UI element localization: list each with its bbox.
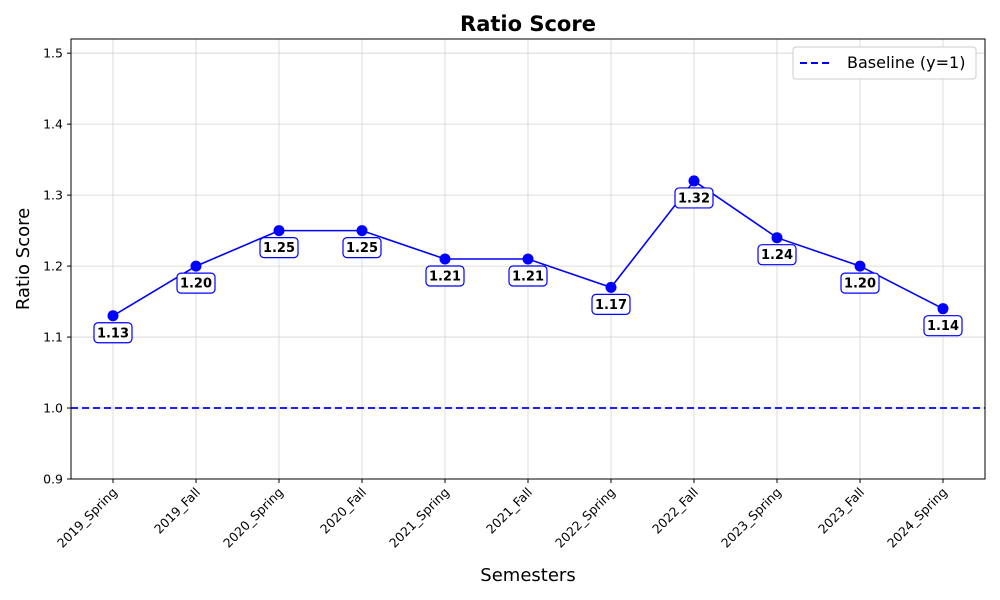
data-label: 1.21 <box>512 270 544 285</box>
data-label-box <box>425 265 465 287</box>
y-axis: 0.9 1.0 1.1 1.2 1.3 1.4 1.5 <box>43 46 71 487</box>
legend-box <box>792 46 977 80</box>
y-tick-label: 1.1 <box>43 330 63 345</box>
y-tick-label: 1.0 <box>43 401 63 416</box>
data-point <box>688 175 700 187</box>
legend-baseline-label: Baseline (y=1) <box>847 53 965 72</box>
data-point <box>190 260 202 272</box>
data-label: 1.24 <box>761 248 793 263</box>
x-tick-label: 2023_Spring <box>718 485 784 551</box>
data-label-box <box>342 237 382 259</box>
x-tick-label: 2021_Fall <box>483 485 535 537</box>
series-layer <box>107 175 949 322</box>
data-label: 1.21 <box>429 270 461 285</box>
data-point <box>522 253 534 265</box>
data-label: 1.14 <box>927 319 959 334</box>
x-tick-label: 2022_Fall <box>649 485 701 537</box>
data-point <box>273 225 285 237</box>
data-label: 1.13 <box>97 326 129 341</box>
x-tick-label: 2020_Spring <box>220 485 286 551</box>
data-label-box <box>508 265 548 287</box>
data-point <box>605 281 617 293</box>
x-tick-label: 2020_Fall <box>317 485 369 537</box>
data-label-box <box>674 187 714 209</box>
data-label-box <box>259 237 299 259</box>
data-label: 1.32 <box>678 191 710 206</box>
x-tick-label: 2024_Spring <box>884 485 950 551</box>
x-tick-label: 2019_Spring <box>54 485 120 551</box>
data-label-box <box>176 272 216 294</box>
x-tick-label: 2023_Fall <box>815 485 867 537</box>
y-tick-label: 0.9 <box>43 472 63 487</box>
data-labels: 1.13 1.20 1.25 1.25 1.21 1.21 1.17 1.32 1.24 1.20… <box>93 187 963 344</box>
data-point <box>854 260 866 272</box>
y-tick-label: 1.4 <box>43 117 63 132</box>
data-label: 1.20 <box>844 277 876 292</box>
data-point <box>356 225 368 237</box>
data-label-box <box>923 315 963 337</box>
data-point <box>771 232 783 244</box>
y-tick-label: 1.5 <box>43 46 63 61</box>
x-axis-title: Semesters <box>480 565 575 586</box>
x-tick-label: 2019_Fall <box>151 485 203 537</box>
data-point <box>937 303 949 315</box>
data-label: 1.17 <box>595 298 627 313</box>
data-label: 1.20 <box>180 277 212 292</box>
x-tick-label: 2021_Spring <box>386 485 452 551</box>
data-label: 1.25 <box>263 241 295 256</box>
data-label: 1.25 <box>346 241 378 256</box>
y-tick-label: 1.3 <box>43 188 63 203</box>
data-label-box <box>591 293 631 315</box>
chart-title: Ratio Score <box>460 12 596 36</box>
legend: Baseline (y=1) <box>792 46 977 80</box>
data-point <box>107 310 119 322</box>
data-label-box <box>840 272 880 294</box>
data-point <box>439 253 451 265</box>
data-label-box <box>757 244 797 266</box>
y-axis-title: Ratio Score <box>13 208 34 310</box>
data-label-box <box>93 322 133 344</box>
y-tick-label: 1.2 <box>43 259 63 274</box>
x-axis: 2019_Spring 2019_Fall 2020_Spring 2020_Fall… <box>54 479 950 551</box>
x-tick-label: 2022_Spring <box>552 485 618 551</box>
